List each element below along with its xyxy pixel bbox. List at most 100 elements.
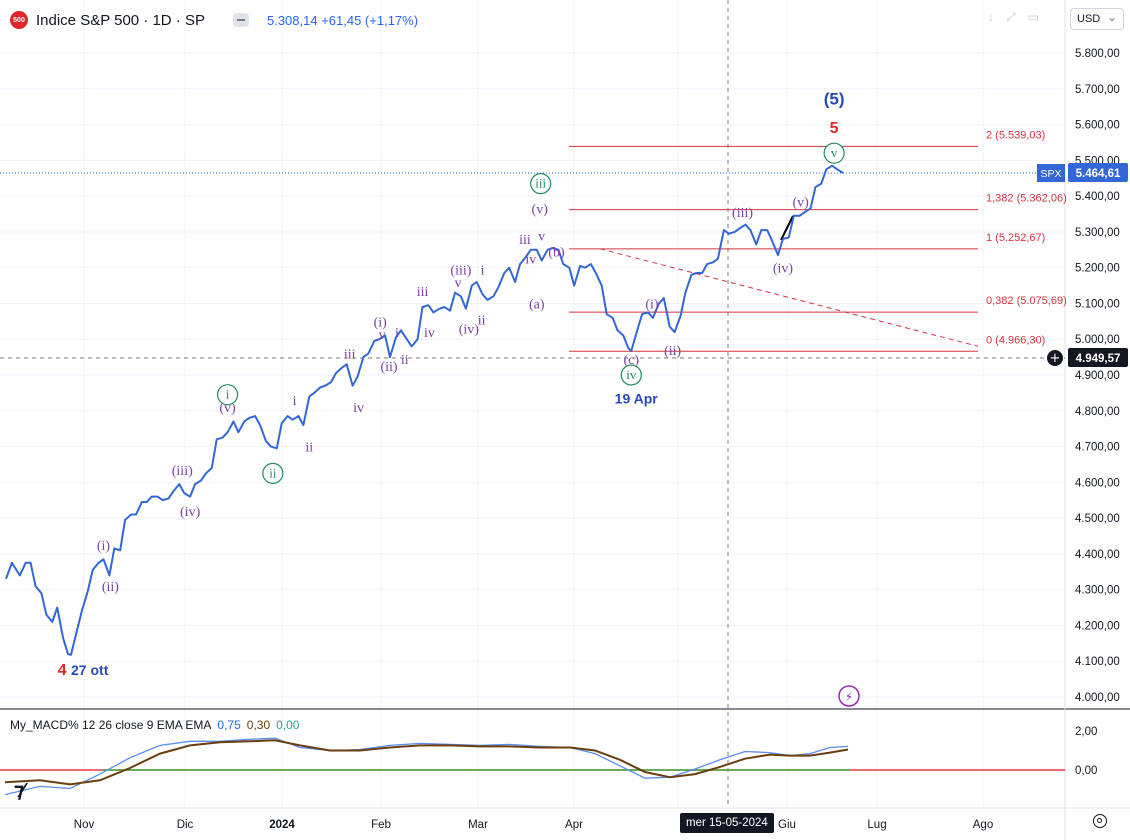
wave-label: (iv) xyxy=(180,505,201,520)
y-axis-tick-label: 5.200,00 xyxy=(1075,263,1120,275)
macd-title[interactable]: My_MACD% 12 26 close 9 EMA EMA xyxy=(10,718,212,732)
wave-label: iv xyxy=(353,401,364,416)
fib-level-label: 1 (5.252,67) xyxy=(986,232,1045,244)
y-axis-tick-label: 5.400,00 xyxy=(1075,191,1120,203)
y-axis-tick-label: 4.000,00 xyxy=(1075,692,1120,704)
fib-level-label: 1,382 (5.362,06) xyxy=(986,193,1067,205)
x-axis-tick-label: Lug xyxy=(867,819,886,831)
arrow-down-icon[interactable]: ↓ xyxy=(988,10,994,24)
macd-legend: My_MACD% 12 26 close 9 EMA EMA 0,75 0,30… xyxy=(10,718,299,732)
wave-label: (i) xyxy=(645,297,659,312)
wave-label: iv xyxy=(525,253,536,268)
maximize-icon[interactable]: ▭ xyxy=(1027,10,1039,24)
wave-label: (i) xyxy=(97,539,111,554)
y-axis-tick-label: 4.200,00 xyxy=(1075,620,1120,632)
wave-label: (ii) xyxy=(102,580,119,595)
y-axis-tick-label: 5.100,00 xyxy=(1075,298,1120,310)
wave-label: (iii) xyxy=(732,206,753,221)
wave-circle xyxy=(530,172,552,195)
wave-circle xyxy=(620,364,642,386)
sp500-logo-icon: 500 xyxy=(10,11,28,29)
wave-label: iv xyxy=(424,326,435,341)
top-toolbar-icons: ↓ ⤢ ▭ xyxy=(988,10,1039,25)
wave-label: (iii) xyxy=(450,263,471,278)
wave-label: (5) xyxy=(824,90,845,109)
wave-label: ii xyxy=(269,465,277,480)
spx-price-badge xyxy=(1068,163,1128,182)
wave-label: (iii) xyxy=(172,464,193,479)
crosshair-price-badge xyxy=(1068,348,1128,367)
macd-signal-line xyxy=(4,739,849,786)
wave-label: i xyxy=(395,326,399,341)
crosshair-date-badge: mer 15-05-2024 xyxy=(680,813,774,833)
wave-label: v xyxy=(831,145,838,160)
x-axis-tick-label: Dic xyxy=(177,819,194,831)
wave-label: (iv) xyxy=(773,262,794,277)
fib-level-label: 2 (5.539,03) xyxy=(986,129,1045,141)
macd-value-3: 0,00 xyxy=(276,718,300,732)
y-axis-tick-label: 4.100,00 xyxy=(1075,656,1120,668)
wave-label: iv xyxy=(626,367,637,382)
fib-level-label: 0 (4.966,30) xyxy=(986,334,1045,346)
wave-circle xyxy=(823,142,845,164)
x-axis-tick-label: Mar xyxy=(468,819,488,831)
wave-label: 19 Apr xyxy=(615,390,659,406)
tradingview-logo-icon[interactable]: ⁊⁄ xyxy=(14,780,24,802)
fib-trend-line xyxy=(599,248,979,347)
wave-label: iii xyxy=(344,348,356,363)
wave-label: (i) xyxy=(374,315,388,330)
wave-label: iii xyxy=(417,285,429,300)
wave-label: ii xyxy=(478,314,486,329)
collapse-pill-icon[interactable] xyxy=(232,13,249,27)
wave-label: iii xyxy=(535,176,546,191)
wave-label: ii xyxy=(401,353,409,368)
add-alert-icon[interactable] xyxy=(1047,350,1063,366)
wave-label: v xyxy=(454,276,461,291)
spx-tag-bg xyxy=(1037,164,1065,182)
lightning-icon[interactable] xyxy=(838,685,860,707)
macd-value-1: 0,75 xyxy=(217,718,241,732)
price-quote: 5.308,14 +61,45 (+1,17%) xyxy=(266,12,419,28)
wave-label: i xyxy=(226,387,230,402)
wave-circle xyxy=(262,462,284,484)
settings-gear-icon[interactable] xyxy=(1093,814,1107,828)
currency-selector[interactable]: USD xyxy=(1070,8,1124,30)
y-axis-tick-label: 5.000,00 xyxy=(1075,334,1120,346)
plus-glyph: + xyxy=(1050,351,1061,366)
macd-axis-label: 0,00 xyxy=(1075,765,1097,777)
x-axis-tick-label: Feb xyxy=(371,819,391,831)
y-axis-tick-label: 5.800,00 xyxy=(1075,48,1120,60)
wave-label: i xyxy=(293,394,297,409)
lightning-glyph: ⚡ xyxy=(845,690,853,704)
y-axis-tick-label: 4.500,00 xyxy=(1075,513,1120,525)
wave-label: i xyxy=(481,263,485,278)
y-axis-tick-label: 4.900,00 xyxy=(1075,370,1120,382)
wave-label: (v) xyxy=(792,195,809,210)
y-axis-tick-label: 5.600,00 xyxy=(1075,120,1120,132)
spx-tag: SPX xyxy=(1040,168,1061,180)
fullscreen-icon[interactable]: ⤢ xyxy=(1006,10,1016,24)
fib-level-label: 0,382 (5.075,69) xyxy=(986,295,1067,307)
wave-label: (a) xyxy=(529,297,545,312)
x-axis-tick-label: Apr xyxy=(565,819,583,831)
price-series-line xyxy=(5,164,844,656)
spx-price-value: 5.464,61 xyxy=(1076,168,1121,180)
wave-label: ii xyxy=(305,441,313,456)
wave-label: (v) xyxy=(219,401,236,416)
symbol-header: 500 Indice S&P 500 · 1D · SP 5.308,14 +6… xyxy=(10,9,418,31)
y-axis-tick-label: 4.800,00 xyxy=(1075,406,1120,418)
wave-label: 5 xyxy=(830,120,839,137)
symbol-title[interactable]: Indice S&P 500 · 1D · SP xyxy=(36,11,205,29)
wave-label: (ii) xyxy=(380,360,397,375)
wave-circle xyxy=(216,384,239,406)
x-axis-tick-label: Giu xyxy=(778,819,796,831)
wave-label: 4 xyxy=(58,662,67,679)
macd-axis-label: 2,00 xyxy=(1075,726,1097,738)
y-axis-tick-label: 5.700,00 xyxy=(1075,84,1120,96)
y-axis-tick-label: 4.300,00 xyxy=(1075,585,1120,597)
wave-label: (b) xyxy=(548,246,565,261)
wave-label: 27 ott xyxy=(71,662,109,678)
drawn-trend-segment xyxy=(780,215,794,241)
x-axis-tick-label: Ago xyxy=(973,819,993,831)
